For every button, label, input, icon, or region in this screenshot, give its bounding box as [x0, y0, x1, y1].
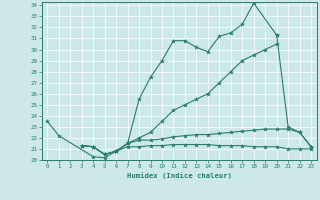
X-axis label: Humidex (Indice chaleur): Humidex (Indice chaleur) [127, 172, 232, 179]
